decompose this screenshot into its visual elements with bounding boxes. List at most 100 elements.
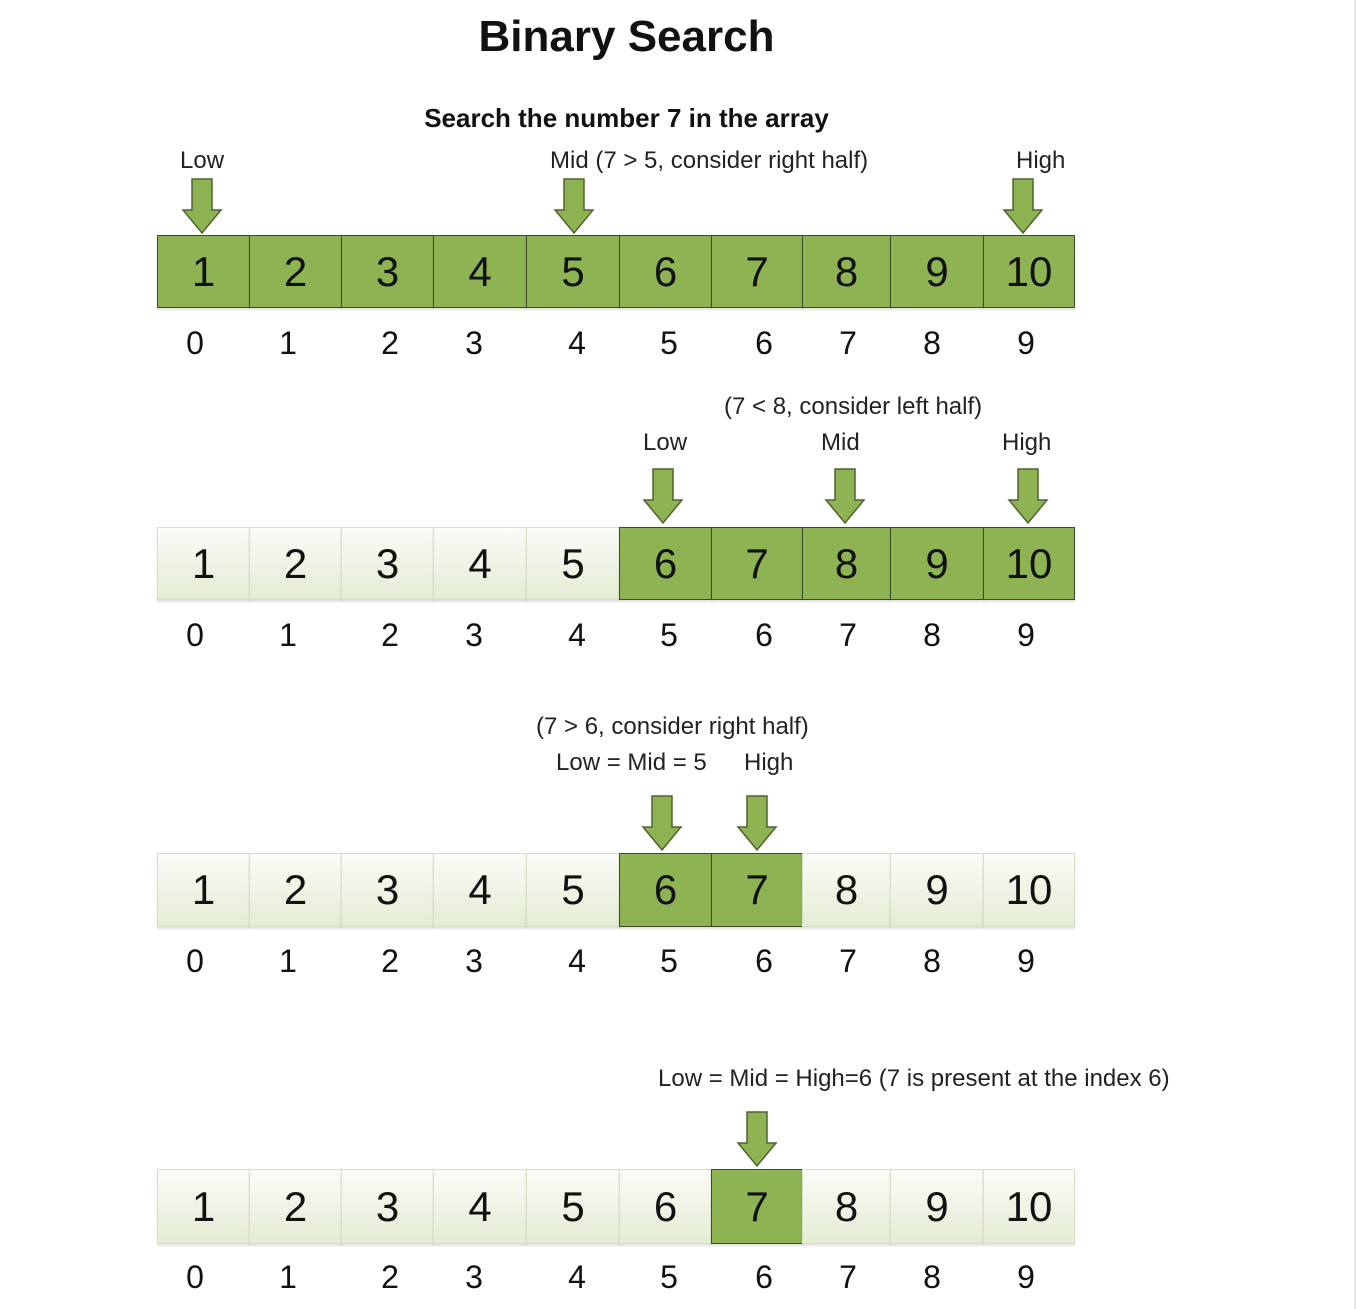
array-index: 8 — [923, 325, 941, 361]
array-index: 0 — [186, 325, 204, 361]
array-cell: 6 — [619, 527, 712, 600]
step-label: High — [1016, 147, 1066, 174]
array-cell: 3 — [341, 1169, 434, 1244]
array-index: 8 — [923, 1259, 941, 1295]
array-index: 4 — [568, 943, 586, 979]
array-index: 2 — [381, 1259, 399, 1295]
array-index: 0 — [186, 943, 204, 979]
array-cell: 7 — [711, 235, 803, 308]
array-index: 5 — [660, 617, 678, 653]
array-cell: 9 — [890, 853, 984, 927]
step-label: Low — [180, 147, 225, 174]
array-index: 7 — [839, 617, 857, 653]
array-cell: 5 — [526, 853, 620, 927]
array-cell: 8 — [802, 853, 891, 927]
array-index: 7 — [839, 943, 857, 979]
array-index: 6 — [755, 943, 773, 979]
array-cell: 8 — [802, 235, 891, 308]
array-index: 9 — [1017, 617, 1035, 653]
array-cell: 3 — [341, 527, 434, 600]
array-cell: 6 — [619, 1169, 712, 1244]
array-cell: 10 — [983, 527, 1075, 600]
array-cell: 4 — [433, 853, 527, 927]
array-cell: 9 — [890, 1169, 984, 1244]
array-index: 0 — [186, 1259, 204, 1295]
step-label: High — [744, 749, 794, 776]
step-label: Low — [643, 429, 688, 456]
array-cell: 1 — [157, 235, 250, 308]
array-index: 2 — [381, 943, 399, 979]
step-label: (7 < 8, consider left half) — [724, 393, 983, 420]
array-cell: 6 — [619, 235, 712, 308]
down-arrow-icon — [181, 178, 223, 235]
array-cell: 2 — [249, 1169, 342, 1244]
array-cell: 3 — [341, 853, 434, 927]
array-index: 3 — [465, 325, 483, 361]
array-cell: 5 — [526, 235, 620, 308]
down-arrow-icon — [642, 468, 684, 525]
array-cell: 3 — [341, 235, 434, 308]
array-cell: 2 — [249, 853, 342, 927]
array-index: 4 — [568, 617, 586, 653]
array-cell: 7 — [711, 1169, 803, 1244]
array-cell: 9 — [890, 235, 984, 308]
array-index: 7 — [839, 1259, 857, 1295]
down-arrow-icon — [1002, 178, 1044, 235]
array-index: 1 — [279, 617, 297, 653]
array-index: 1 — [279, 943, 297, 979]
array-cell: 4 — [433, 235, 527, 308]
array-index: 8 — [923, 943, 941, 979]
array-index: 5 — [660, 325, 678, 361]
array-cell: 1 — [157, 1169, 250, 1244]
array-index: 2 — [381, 325, 399, 361]
step-label: (7 > 6, consider right half) — [536, 713, 809, 740]
step-label: Mid (7 > 5, consider right half) — [550, 147, 869, 174]
array-index: 9 — [1017, 1259, 1035, 1295]
array-index: 9 — [1017, 943, 1035, 979]
array-index: 3 — [465, 1259, 483, 1295]
array-index: 2 — [381, 617, 399, 653]
array-index: 6 — [755, 617, 773, 653]
array-cell: 9 — [890, 527, 984, 600]
down-arrow-icon — [553, 178, 595, 235]
array-index: 4 — [568, 325, 586, 361]
array-index: 4 — [568, 1259, 586, 1295]
diagram-title: Binary Search — [478, 12, 775, 61]
down-arrow-icon — [736, 1111, 778, 1168]
array-index: 7 — [839, 325, 857, 361]
array-index: 3 — [465, 617, 483, 653]
array-cell: 5 — [526, 527, 620, 600]
array-cell: 7 — [711, 527, 803, 600]
step-label: Low = Mid = 5 — [556, 749, 707, 776]
array-index: 5 — [660, 943, 678, 979]
array-cell: 10 — [983, 853, 1075, 927]
array-index: 3 — [465, 943, 483, 979]
array-index: 6 — [755, 1259, 773, 1295]
array-cell: 10 — [983, 1169, 1075, 1244]
down-arrow-icon — [736, 795, 778, 852]
array-cell: 2 — [249, 235, 342, 308]
array-cell: 8 — [802, 1169, 891, 1244]
down-arrow-icon — [641, 795, 683, 852]
array-index: 0 — [186, 617, 204, 653]
array-index: 1 — [279, 1259, 297, 1295]
array-index: 1 — [279, 325, 297, 361]
array-index: 8 — [923, 617, 941, 653]
array-cell: 5 — [526, 1169, 620, 1244]
array-cell: 1 — [157, 853, 250, 927]
step-label: High — [1002, 429, 1052, 456]
step-label: Low = Mid = High=6 (7 is present at the … — [658, 1065, 1170, 1092]
array-cell: 6 — [619, 853, 712, 927]
array-cell: 1 — [157, 527, 250, 600]
array-cell: 2 — [249, 527, 342, 600]
array-cell: 10 — [983, 235, 1075, 308]
array-cell: 4 — [433, 527, 527, 600]
diagram-subtitle: Search the number 7 in the array — [424, 103, 829, 133]
down-arrow-icon — [824, 468, 866, 525]
array-cell: 7 — [711, 853, 803, 927]
array-cell: 8 — [802, 527, 891, 600]
array-index: 6 — [755, 325, 773, 361]
array-index: 5 — [660, 1259, 678, 1295]
array-cell: 4 — [433, 1169, 527, 1244]
step-label: Mid — [821, 429, 860, 456]
